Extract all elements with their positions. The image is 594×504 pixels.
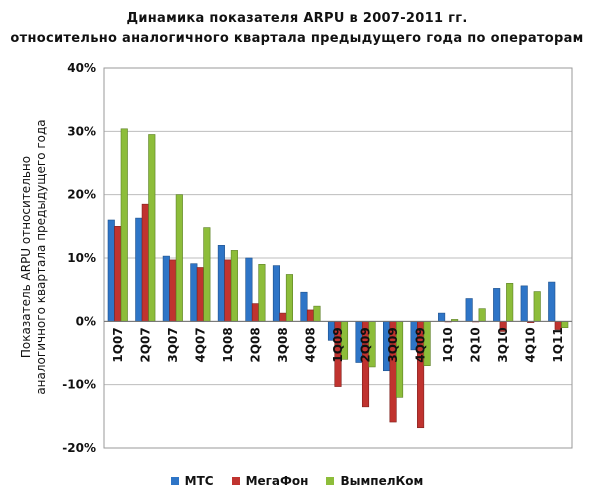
x-tick-label: 2Q08	[248, 327, 262, 362]
bar	[272, 265, 280, 322]
bar	[203, 227, 211, 322]
bar	[245, 257, 253, 322]
bar	[465, 298, 473, 322]
chart-subtitle: относительно аналогичного квартала преды…	[10, 31, 584, 46]
y-tick-label: 0%	[76, 314, 96, 328]
bar	[506, 283, 514, 322]
bar	[135, 217, 143, 322]
x-tick-label: 1Q07	[111, 327, 125, 362]
legend: МТС МегаФон ВымпелКом	[0, 474, 594, 488]
legend-item-beeline: ВымпелКом	[326, 474, 423, 488]
y-tick-label: 30%	[67, 124, 96, 138]
legend-swatch-megafon	[231, 477, 240, 485]
bar	[300, 291, 308, 322]
bar	[190, 263, 198, 322]
x-tick-label: 4Q07	[193, 327, 207, 362]
x-tick-label: 1Q11	[551, 327, 565, 362]
bar	[548, 281, 556, 322]
y-tick-label: -20%	[62, 441, 96, 455]
bar	[279, 312, 287, 322]
bar	[285, 274, 293, 322]
legend-swatch-mts	[170, 477, 179, 485]
y-tick-label: 40%	[67, 61, 96, 75]
x-tick-label: 4Q08	[303, 327, 317, 362]
plot-area-border	[103, 67, 573, 449]
x-tick-label: 1Q10	[441, 327, 455, 362]
bar	[251, 303, 259, 322]
bar	[533, 291, 541, 322]
y-tick-label: 10%	[67, 251, 96, 265]
y-axis-label-line1: Показатель ARPU относительно	[19, 156, 33, 358]
legend-label-megafon: МегаФон	[245, 474, 309, 488]
x-tick-label: 3Q08	[276, 327, 290, 362]
bar	[313, 305, 321, 322]
legend-label-mts: МТС	[184, 474, 214, 488]
bar	[217, 245, 225, 322]
bar	[561, 321, 569, 328]
x-tick-label: 4Q09	[414, 327, 428, 362]
legend-swatch-beeline	[326, 477, 335, 485]
legend-label-beeline: ВымпелКом	[340, 474, 424, 488]
bar	[107, 219, 115, 322]
legend-item-megafon: МегаФон	[231, 474, 309, 488]
bar	[162, 255, 170, 322]
x-tick-label: 2Q10	[469, 327, 483, 362]
bar	[478, 308, 486, 322]
legend-item-mts: МТС	[170, 474, 214, 488]
y-tick-label: -10%	[62, 378, 96, 392]
bar	[169, 259, 177, 322]
bar	[120, 128, 128, 322]
bar	[230, 250, 238, 322]
bar	[306, 309, 315, 322]
bar	[175, 194, 183, 322]
chart-title: Динамика показателя ARPU в 2007-2011 гг.	[126, 11, 468, 26]
x-tick-label: 1Q09	[331, 327, 345, 362]
bar	[493, 288, 501, 322]
x-tick-label: 3Q10	[496, 327, 510, 362]
bar	[438, 312, 446, 322]
x-tick-label: 4Q10	[524, 327, 538, 362]
x-tick-label: 3Q09	[386, 327, 400, 362]
bar	[141, 203, 149, 322]
x-tick-label: 3Q07	[166, 327, 180, 362]
bar	[196, 267, 204, 322]
y-tick-label: 20%	[67, 188, 96, 202]
bar	[114, 226, 122, 322]
bar	[148, 134, 156, 322]
bar	[224, 259, 232, 322]
bar	[258, 264, 266, 322]
bar	[520, 285, 528, 322]
x-tick-label: 2Q09	[359, 327, 373, 362]
x-tick-label: 2Q07	[138, 327, 152, 362]
x-tick-label: 1Q08	[221, 327, 235, 362]
y-axis-label-line2: аналогичного квартала предыдущего года	[34, 119, 48, 394]
